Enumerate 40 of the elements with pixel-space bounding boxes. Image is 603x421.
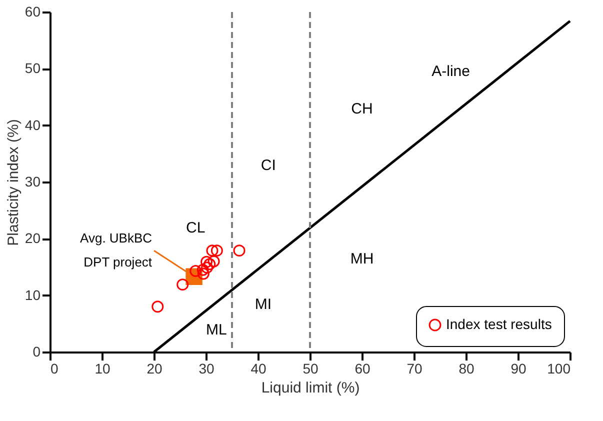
x-tick-label: 40	[250, 360, 266, 376]
point	[197, 268, 210, 280]
x-axis-title: Liquid limit (%)	[261, 380, 360, 396]
y-tick-label: 0	[32, 344, 41, 360]
series-label: A-line	[432, 63, 470, 80]
x-tick-label: 70	[406, 360, 422, 376]
y-tick-label: 30	[24, 174, 41, 190]
point	[204, 258, 216, 270]
x-tick-label: 90	[510, 360, 526, 376]
y-tick-label: 50	[24, 60, 41, 76]
y-tick-label: 10	[24, 286, 41, 303]
annotation: CL	[186, 219, 206, 236]
point	[176, 278, 189, 291]
y-tick-label: 40	[24, 116, 41, 133]
x-tick-label: 60	[354, 360, 370, 376]
point	[200, 256, 213, 268]
x-tick-label: 50	[302, 360, 318, 376]
x-tick-label: 10	[94, 360, 110, 376]
x-tick-label: 80	[458, 360, 474, 376]
x-tick-label: 100	[547, 360, 571, 376]
y-tick-label: 20	[24, 230, 41, 246]
annotation: ML	[206, 321, 227, 338]
y-axis-title: Plasticity index (%)	[4, 119, 22, 246]
x-tick-label: 30	[198, 360, 214, 376]
point	[196, 264, 209, 276]
legend-label: Index test results	[446, 316, 552, 332]
annotation: MI	[254, 296, 272, 313]
point	[201, 262, 214, 274]
annotation: CI	[260, 157, 276, 174]
point	[206, 244, 218, 257]
x-tick-label: 0	[50, 360, 58, 376]
y-tick-label: 60	[24, 4, 41, 20]
text: Avg. UBkBC DPT project	[80, 230, 152, 270]
annotation: CH	[351, 100, 373, 118]
annotation: MH	[350, 250, 374, 268]
point	[152, 300, 164, 313]
point	[210, 244, 223, 257]
point	[233, 244, 246, 257]
x-tick-label: 20	[146, 360, 162, 376]
point	[208, 255, 220, 268]
